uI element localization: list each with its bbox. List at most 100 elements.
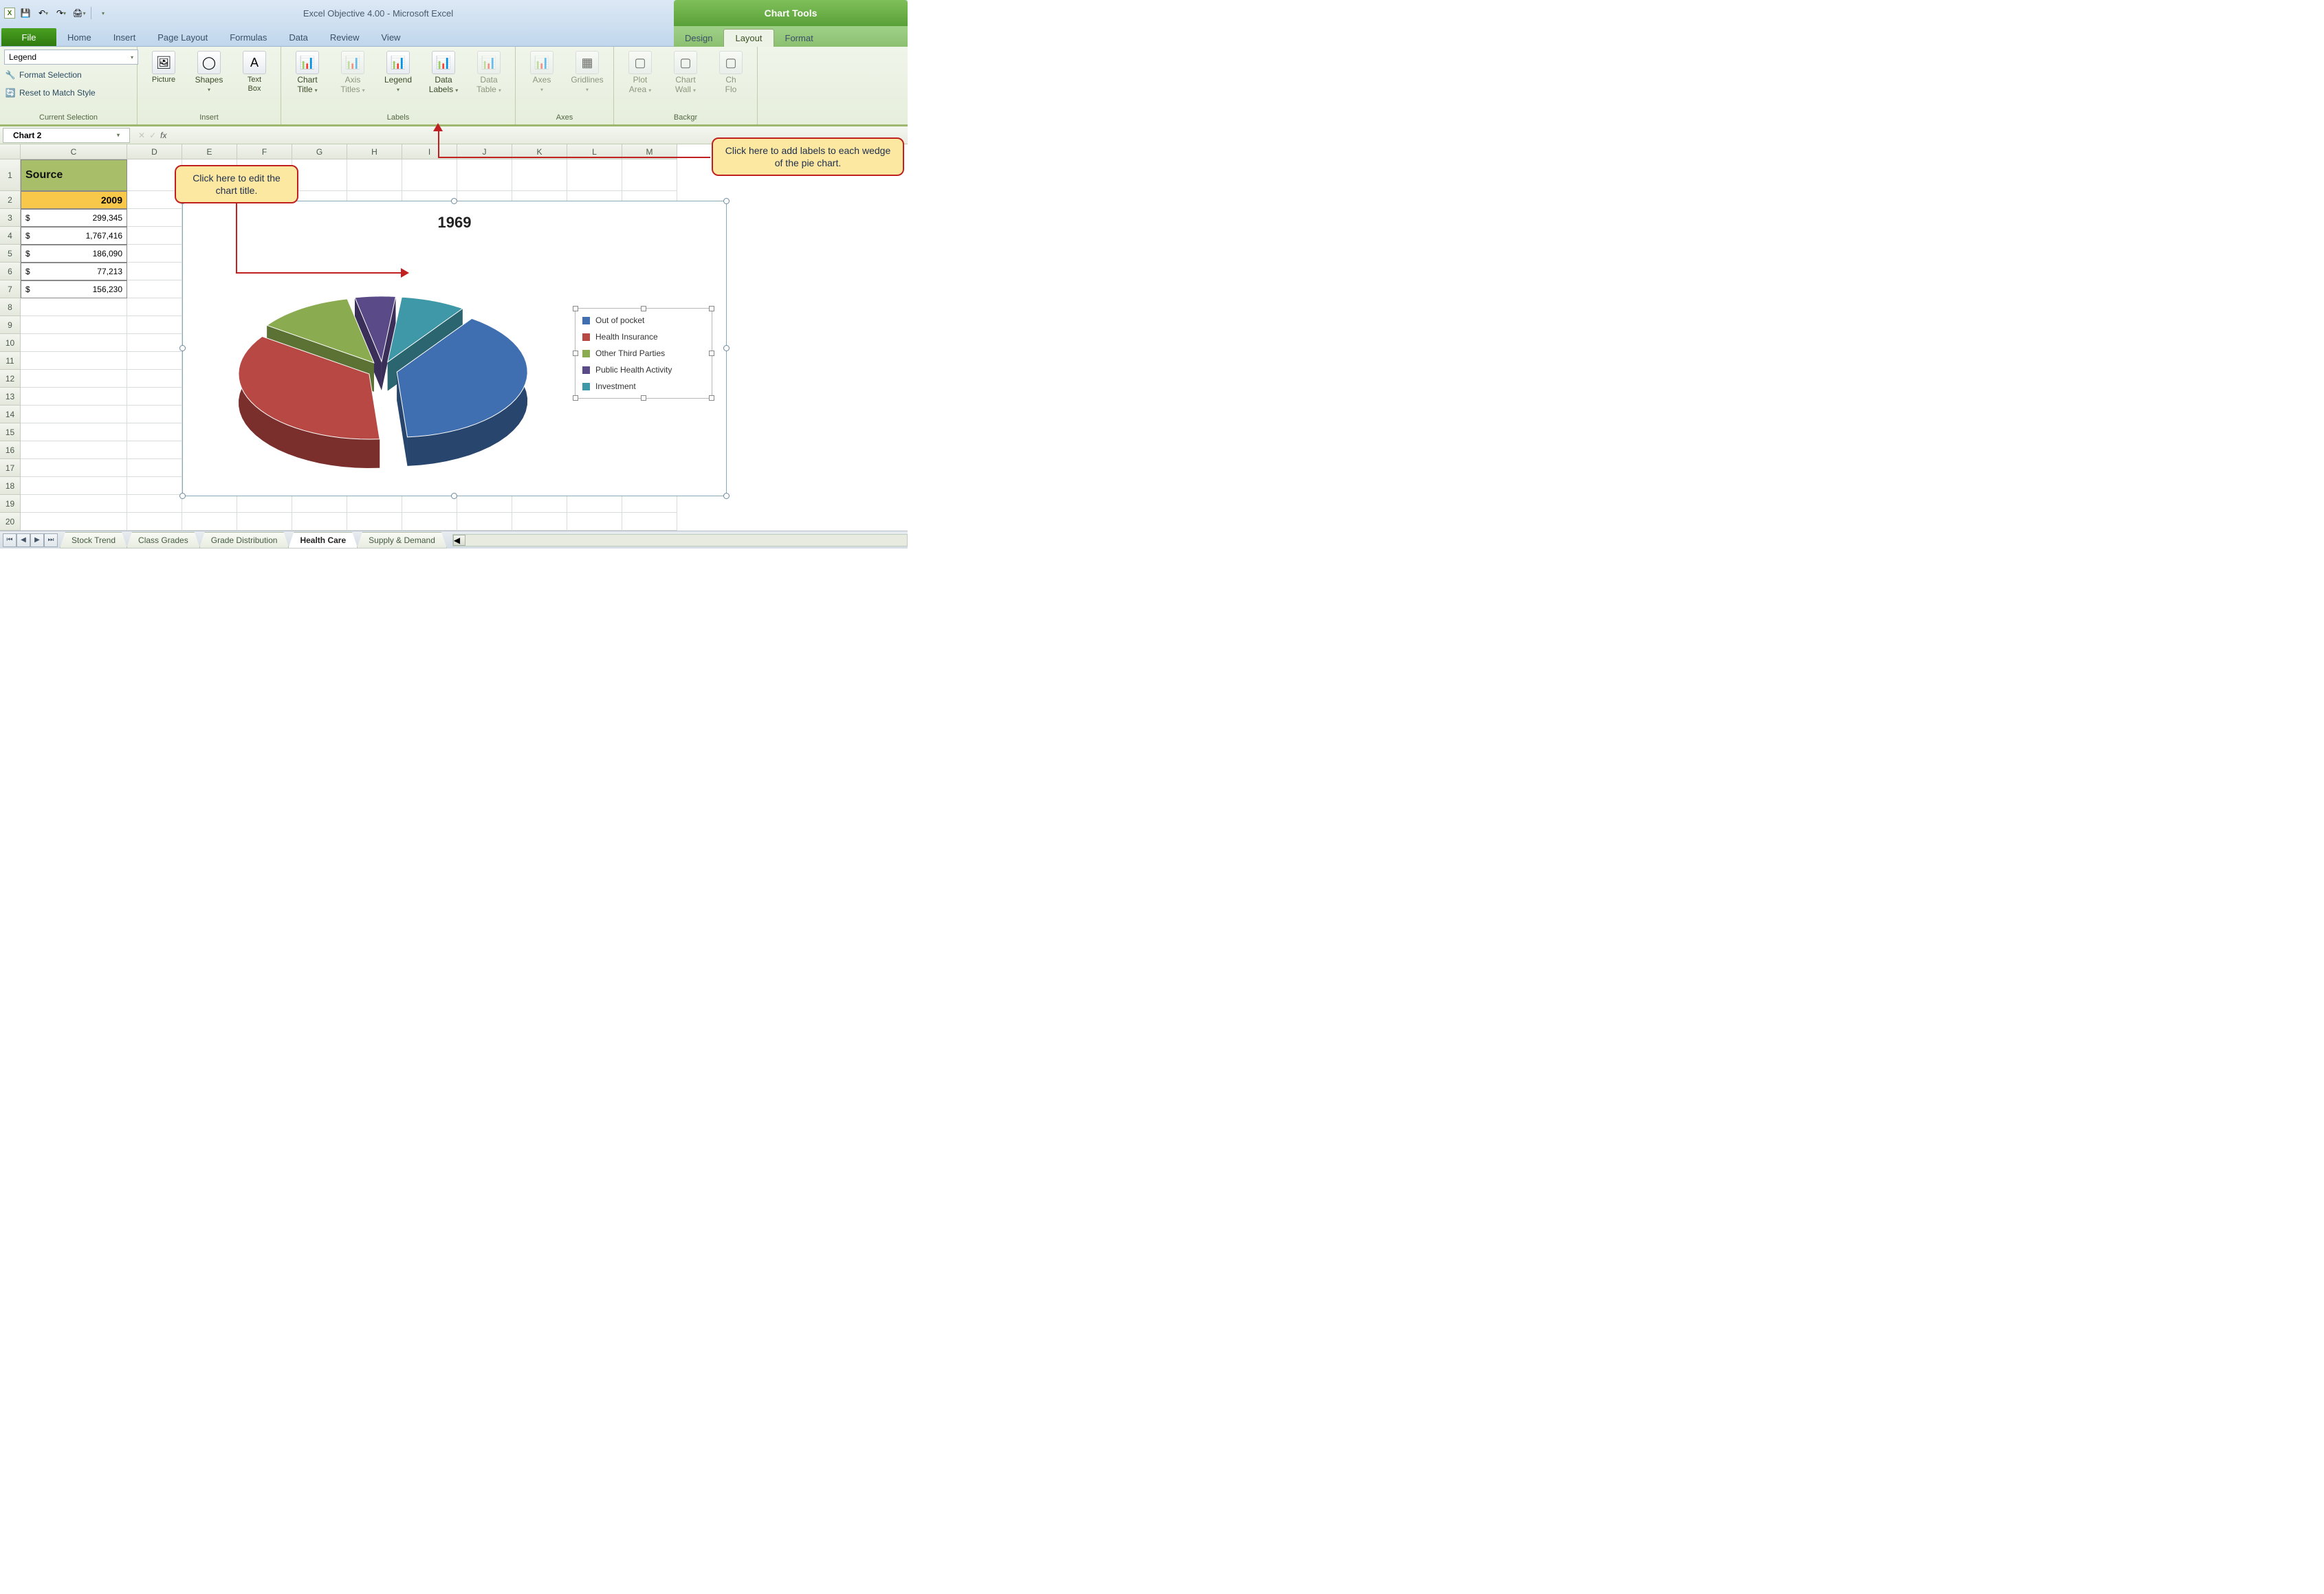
reset-style-button[interactable]: 🔄Reset to Match Style	[4, 85, 138, 100]
cell[interactable]	[457, 159, 512, 191]
cell[interactable]	[237, 513, 292, 531]
row-header[interactable]: 10	[0, 334, 21, 352]
cell[interactable]	[567, 513, 622, 531]
gridlines-button[interactable]: ▦Gridlines▾	[565, 49, 609, 112]
cell[interactable]	[127, 513, 182, 531]
cell[interactable]	[127, 209, 182, 227]
embedded-chart[interactable]: 1969 Out of pocketHealth InsuranceOther …	[182, 201, 727, 496]
cell[interactable]	[127, 406, 182, 423]
column-header[interactable]: G	[292, 144, 347, 159]
fx-icon[interactable]: fx	[160, 131, 166, 140]
select-all-corner[interactable]	[0, 144, 21, 159]
tab-nav-last[interactable]: ⏭	[44, 533, 58, 547]
data-table-button[interactable]: 📊Data Table ▾	[467, 49, 511, 112]
row-header[interactable]: 17	[0, 459, 21, 477]
column-header[interactable]: D	[127, 144, 182, 159]
cell[interactable]	[21, 298, 127, 316]
row-header[interactable]: 11	[0, 352, 21, 370]
cell[interactable]: $1,767,416	[21, 227, 127, 245]
row-header[interactable]: 13	[0, 388, 21, 406]
row-header[interactable]: 19	[0, 495, 21, 513]
cell[interactable]: Source	[21, 159, 127, 191]
axes-button[interactable]: 📊Axes▾	[520, 49, 564, 112]
sheet-tab[interactable]: Class Grades	[127, 532, 200, 549]
row-header[interactable]: 8	[0, 298, 21, 316]
cell[interactable]	[567, 495, 622, 513]
cell[interactable]	[127, 191, 182, 209]
cell[interactable]	[127, 280, 182, 298]
cell[interactable]: $77,213	[21, 263, 127, 280]
tab-home[interactable]: Home	[56, 28, 102, 46]
cell[interactable]	[622, 159, 677, 191]
cell[interactable]	[127, 352, 182, 370]
row-header[interactable]: 14	[0, 406, 21, 423]
cell[interactable]	[127, 459, 182, 477]
column-header[interactable]: E	[182, 144, 237, 159]
cell[interactable]	[347, 159, 402, 191]
tab-nav-prev[interactable]: ◀	[17, 533, 30, 547]
cell[interactable]	[127, 441, 182, 459]
cell[interactable]	[622, 495, 677, 513]
cell[interactable]: 2009	[21, 191, 127, 209]
cell[interactable]	[127, 316, 182, 334]
cell[interactable]	[127, 423, 182, 441]
chart-wall-button[interactable]: ▢Chart Wall ▾	[664, 49, 708, 112]
cell[interactable]	[127, 245, 182, 263]
cell[interactable]	[127, 477, 182, 495]
print-icon[interactable]: 🖨▾	[72, 5, 87, 21]
legend-item[interactable]: Investment	[582, 381, 705, 391]
cell[interactable]	[127, 370, 182, 388]
tab-page-layout[interactable]: Page Layout	[146, 28, 219, 46]
cell[interactable]: $186,090	[21, 245, 127, 263]
row-header[interactable]: 1	[0, 159, 21, 191]
row-header[interactable]: 15	[0, 423, 21, 441]
sheet-tab[interactable]: Supply & Demand	[357, 532, 447, 549]
row-header[interactable]: 3	[0, 209, 21, 227]
row-header[interactable]: 7	[0, 280, 21, 298]
cell[interactable]	[21, 513, 127, 531]
chart-title-button[interactable]: 📊Chart Title ▾	[285, 49, 329, 112]
cell[interactable]	[402, 495, 457, 513]
row-header[interactable]: 20	[0, 513, 21, 531]
cell[interactable]	[457, 495, 512, 513]
cell[interactable]	[21, 406, 127, 423]
horizontal-scrollbar[interactable]: ◀	[452, 534, 908, 546]
textbox-button[interactable]: AText Box	[232, 49, 276, 112]
tab-nav-next[interactable]: ▶	[30, 533, 44, 547]
scroll-thumb-left-icon[interactable]: ◀	[453, 535, 465, 546]
cell[interactable]	[21, 352, 127, 370]
picture-button[interactable]: 🖼Picture	[142, 49, 186, 112]
resize-handle[interactable]	[451, 493, 457, 499]
tab-review[interactable]: Review	[319, 28, 371, 46]
shapes-button[interactable]: ◯Shapes▾	[187, 49, 231, 112]
row-header[interactable]: 5	[0, 245, 21, 263]
chart-title[interactable]: 1969	[438, 214, 472, 232]
resize-handle[interactable]	[723, 345, 730, 351]
cell[interactable]	[292, 513, 347, 531]
cell[interactable]	[21, 388, 127, 406]
cell[interactable]	[292, 159, 347, 191]
cell[interactable]	[21, 459, 127, 477]
legend-item[interactable]: Public Health Activity	[582, 365, 705, 375]
cell[interactable]	[21, 334, 127, 352]
sheet-tab[interactable]: Stock Trend	[60, 532, 127, 549]
cell[interactable]: $299,345	[21, 209, 127, 227]
cell[interactable]	[182, 513, 237, 531]
sheet-tab[interactable]: Grade Distribution	[199, 532, 289, 549]
row-header[interactable]: 4	[0, 227, 21, 245]
tab-insert[interactable]: Insert	[102, 28, 147, 46]
legend-button[interactable]: 📊Legend▾	[376, 49, 420, 112]
row-header[interactable]: 6	[0, 263, 21, 280]
column-header[interactable]: H	[347, 144, 402, 159]
resize-handle[interactable]	[723, 493, 730, 499]
resize-handle[interactable]	[451, 198, 457, 204]
tab-view[interactable]: View	[371, 28, 412, 46]
pie-chart-plot[interactable]	[204, 250, 575, 490]
chart-legend[interactable]: Out of pocketHealth InsuranceOther Third…	[575, 308, 712, 399]
cell[interactable]	[237, 495, 292, 513]
format-selection-button[interactable]: 🔧Format Selection	[4, 67, 138, 82]
column-header[interactable]: C	[21, 144, 127, 159]
cell[interactable]	[127, 227, 182, 245]
cell[interactable]	[347, 513, 402, 531]
cell[interactable]	[21, 423, 127, 441]
